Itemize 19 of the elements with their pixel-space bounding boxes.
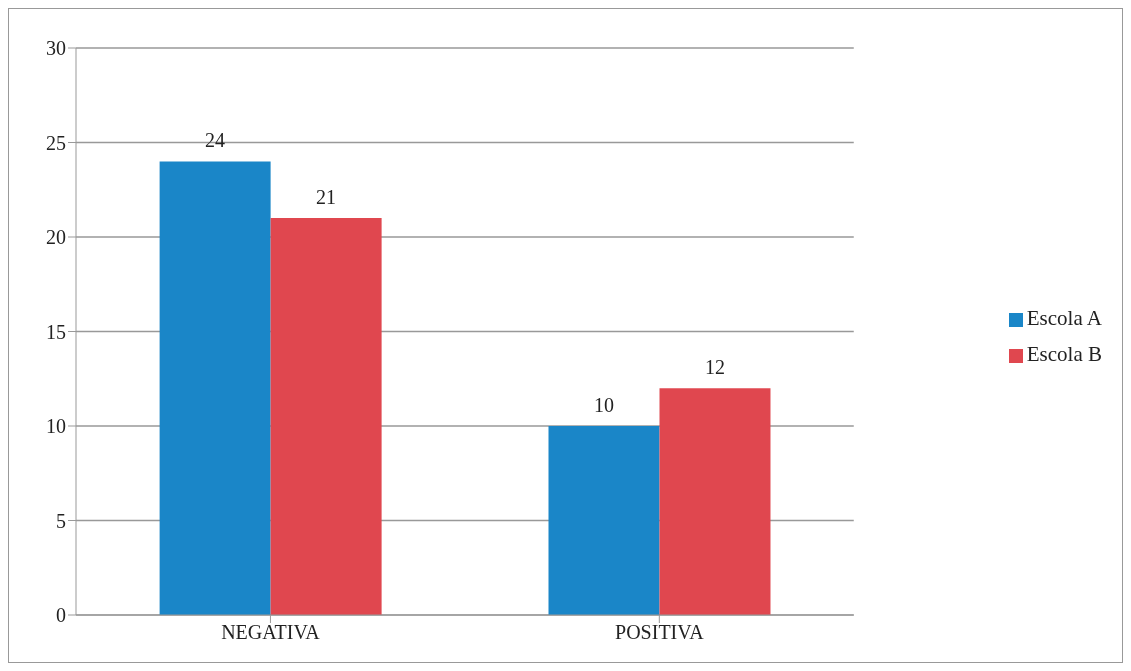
bar bbox=[159, 161, 271, 615]
bar bbox=[548, 426, 660, 615]
data-label: 21 bbox=[316, 186, 337, 209]
legend-label: Escola A bbox=[1026, 305, 1102, 330]
data-label: 24 bbox=[205, 129, 226, 152]
bar bbox=[659, 388, 771, 615]
data-label: 10 bbox=[593, 394, 614, 416]
y-tick-label: 0 bbox=[56, 604, 66, 627]
y-tick-label: 10 bbox=[46, 415, 66, 438]
x-tick-label: NEGATIVA bbox=[221, 621, 321, 644]
x-tick-label: POSITIVA bbox=[615, 621, 705, 644]
legend-label: Escola B bbox=[1026, 341, 1102, 366]
y-tick-label: 20 bbox=[46, 226, 66, 249]
y-tick-label: 30 bbox=[46, 37, 66, 60]
bar bbox=[270, 218, 382, 615]
y-tick-label: 5 bbox=[56, 509, 66, 532]
y-tick-label: 15 bbox=[46, 320, 66, 343]
data-label: 12 bbox=[704, 356, 725, 379]
y-tick-label: 25 bbox=[46, 131, 66, 154]
